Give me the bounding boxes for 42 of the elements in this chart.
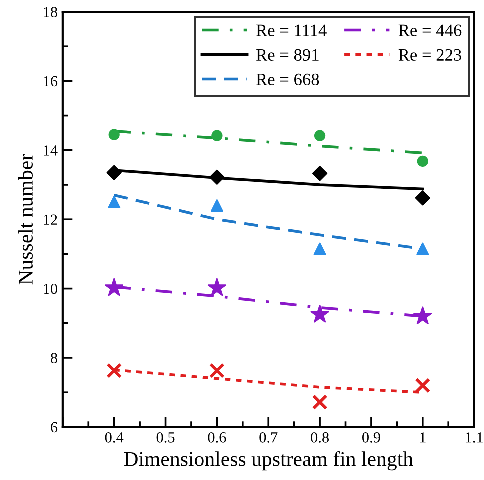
y-tick-label: 18	[44, 7, 58, 18]
x-tick-label: 0.5	[156, 432, 175, 443]
y-axis-title: Nusselt number	[18, 154, 33, 285]
legend-label: Re = 446	[398, 24, 462, 36]
x-tick-label: 0.8	[311, 432, 330, 443]
point	[414, 306, 432, 324]
x-tick-label: 0.7	[260, 432, 278, 443]
x-tick-label: 0.4	[105, 432, 124, 443]
x-axis-title: Dimensionless upstream fin length	[124, 451, 414, 471]
y-tick-label: 16	[44, 76, 58, 87]
x-tick-label: 1.1	[466, 432, 483, 443]
x-tick-label: 0.9	[362, 432, 380, 443]
point	[208, 278, 226, 296]
point	[415, 378, 431, 394]
point	[108, 129, 120, 140]
y-tick-label: 14	[44, 146, 58, 156]
point	[314, 242, 326, 256]
y-tick-label: 12	[44, 214, 58, 225]
point	[209, 363, 225, 379]
point	[310, 305, 330, 323]
legend-label: Re = 1114	[256, 24, 327, 36]
y-tick-label: 6	[51, 422, 58, 433]
y-tick-label: 10	[44, 284, 58, 294]
point	[417, 156, 428, 168]
point	[416, 242, 430, 256]
point	[108, 196, 121, 209]
legend-label: Re = 891	[256, 49, 319, 62]
point	[312, 166, 328, 182]
point	[312, 394, 328, 410]
x-tick-label: 1	[420, 432, 426, 443]
point	[210, 170, 225, 185]
x-tick-label: 0.6	[208, 432, 226, 443]
legend-label: Re = 223	[398, 49, 462, 62]
point	[106, 363, 122, 379]
point	[210, 200, 224, 212]
point	[105, 278, 124, 296]
point	[314, 130, 326, 142]
y-tick-label: 8	[51, 353, 58, 364]
point	[415, 190, 430, 206]
point	[106, 165, 122, 180]
point	[212, 130, 223, 142]
legend-label: Re = 668	[256, 74, 320, 86]
